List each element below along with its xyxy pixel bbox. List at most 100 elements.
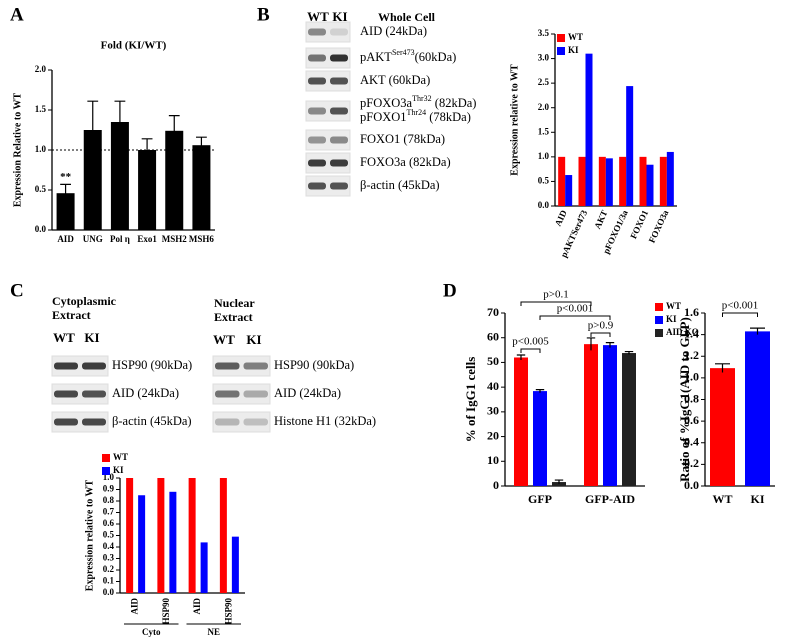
panel-label: C	[10, 280, 24, 301]
bracket	[520, 348, 541, 353]
lane-label: WT	[213, 332, 235, 347]
blot-label-text: AID (24kDa)	[360, 24, 427, 38]
y-tick-label: 0.8	[684, 391, 699, 405]
blot-label-text: FOXO1 (78kDa)	[360, 132, 445, 146]
error-bar	[554, 479, 564, 485]
blot-label-text: AID (24kDa)	[274, 386, 341, 400]
bar	[219, 478, 227, 593]
y-tick-label: 2.5	[538, 77, 550, 87]
bar	[578, 156, 586, 206]
blot-label: FOXO1 (78kDa)	[360, 132, 445, 146]
blot-strip	[51, 355, 109, 377]
y-tick-label: 70	[487, 305, 499, 319]
bar	[165, 130, 184, 230]
blot-band	[54, 362, 78, 370]
x-tick-label: Pol η	[110, 234, 130, 244]
bar	[584, 344, 598, 486]
legend-label: WT	[568, 32, 583, 42]
blot-label: AID (24kDa)	[360, 24, 427, 38]
y-axis-label: Expression relative to WT	[509, 64, 520, 176]
blot-band	[54, 418, 78, 426]
y-tick-label: 1.0	[103, 472, 115, 482]
blot-label-suffix: (82kDa)	[432, 96, 477, 110]
blot-band	[215, 362, 240, 370]
annotation: p<0.005	[512, 336, 549, 348]
blot-label: FOXO3a (82kDa)	[360, 155, 451, 169]
y-tick-label: 0.0	[684, 478, 699, 492]
y-tick-label: 0.9	[103, 484, 115, 494]
blot-label: AID (24kDa)	[112, 386, 179, 400]
blot-label-sup: Ser473	[392, 48, 415, 57]
blot-title: Extract	[214, 310, 253, 324]
y-tick-label: 40	[487, 379, 499, 393]
legend-swatch	[655, 303, 663, 311]
bar	[110, 122, 129, 230]
blot-band	[330, 54, 348, 62]
annotation: p>0.9	[588, 320, 614, 332]
panel-label: B	[257, 4, 270, 25]
y-tick-label: 3.5	[538, 28, 550, 38]
bar	[619, 156, 627, 206]
blot-title: Cytoplasmic	[52, 294, 117, 308]
blot-band	[82, 418, 106, 426]
y-tick-label: 0.4	[103, 541, 115, 551]
y-tick-label: 0.8	[103, 495, 115, 505]
error-bar	[605, 342, 615, 348]
y-tick-label: 2.0	[35, 64, 47, 74]
bar	[533, 391, 547, 486]
blot-band	[308, 107, 326, 115]
blot-label-text: pAKT	[360, 50, 392, 64]
x-tick-label: AID	[553, 208, 569, 228]
error-bar	[715, 363, 730, 373]
error-bar	[114, 100, 126, 143]
blot-label-text: Histone H1 (32kDa)	[274, 414, 376, 428]
annotation: p<0.001	[722, 300, 758, 312]
y-tick-label: 1.0	[538, 151, 550, 161]
blot-label: β-actin (45kDa)	[112, 414, 192, 428]
bracket	[539, 315, 611, 320]
y-tick-label: 0.5	[103, 530, 115, 540]
blot-label: HSP90 (90kDa)	[112, 358, 192, 372]
blot-strip	[305, 152, 351, 174]
bar	[56, 193, 75, 230]
y-tick-label: 0.4	[684, 435, 699, 449]
lane-label: WT	[53, 330, 75, 345]
annotation: **	[60, 171, 72, 183]
x-tick-label: WT	[712, 492, 732, 506]
y-tick-label: 0.2	[684, 456, 699, 470]
legend-swatch	[557, 47, 565, 55]
blot-strip	[305, 21, 351, 43]
panel-label: D	[443, 280, 457, 301]
blot-band	[215, 418, 240, 426]
chart-title: Fold (KI/WT)	[101, 40, 167, 52]
y-tick-label: 0.0	[538, 200, 550, 210]
blot-label-text: FOXO3a (82kDa)	[360, 155, 451, 169]
legend-swatch	[557, 34, 565, 42]
bar	[188, 478, 196, 593]
y-tick-label: 2.0	[538, 102, 550, 112]
blot-label-suffix: (60kDa)	[415, 50, 457, 64]
x-tick-label: GFP	[528, 492, 552, 506]
y-tick-label: 50	[487, 354, 499, 368]
blot-band	[330, 28, 348, 36]
bar	[585, 53, 593, 207]
blot-band	[330, 136, 348, 144]
error-bar	[60, 183, 71, 202]
y-axis-label: % of IgG1 cells	[463, 357, 478, 443]
blot-strip	[305, 70, 351, 92]
blot-label-text: AKT (60kDa)	[360, 73, 430, 87]
x-tick-label: KI	[750, 492, 764, 506]
legend-label: KI	[113, 465, 124, 475]
bar	[83, 130, 102, 230]
x-tick-label: AID	[130, 598, 140, 615]
error-bar	[168, 115, 180, 146]
blot-label-text: β-actin (45kDa)	[112, 414, 192, 428]
x-tick-label: Exo1	[137, 234, 157, 244]
x-tick-label: FOXO1	[628, 208, 650, 240]
y-tick-label: 0	[493, 478, 499, 492]
bar	[138, 495, 146, 593]
x-tick-label: HSP90	[161, 598, 171, 625]
blot-band	[215, 390, 240, 398]
blot-band	[243, 390, 268, 398]
